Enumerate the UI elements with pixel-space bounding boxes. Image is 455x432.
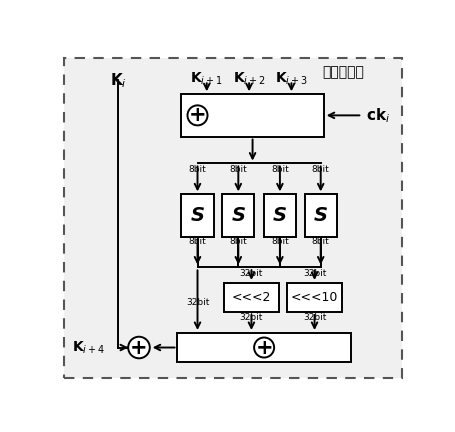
Circle shape: [253, 337, 273, 358]
Text: +: +: [188, 105, 206, 125]
Text: S: S: [313, 206, 327, 225]
Text: 8bit: 8bit: [229, 238, 247, 246]
Bar: [223, 283, 278, 312]
Text: 8bit: 8bit: [188, 165, 206, 174]
Bar: [177, 333, 350, 362]
Bar: [181, 94, 323, 137]
Text: S: S: [272, 206, 286, 225]
Bar: [222, 194, 254, 237]
Text: S: S: [231, 206, 245, 225]
Circle shape: [128, 337, 149, 358]
Text: 32bit: 32bit: [302, 269, 325, 278]
Bar: [181, 194, 213, 237]
Text: +: +: [130, 337, 147, 358]
Text: 8bit: 8bit: [229, 165, 247, 174]
Text: <<<2: <<<2: [231, 291, 271, 304]
Text: <<<10: <<<10: [290, 291, 338, 304]
Text: 32bit: 32bit: [186, 298, 209, 307]
Bar: [263, 194, 295, 237]
Text: 8bit: 8bit: [270, 165, 288, 174]
Bar: [304, 194, 336, 237]
Text: $\mathbf{ck}_i$: $\mathbf{ck}_i$: [365, 106, 389, 125]
Text: $\mathbf{K}_{i+4}$: $\mathbf{K}_{i+4}$: [72, 339, 105, 356]
Text: 8bit: 8bit: [188, 238, 206, 246]
Text: S: S: [190, 206, 204, 225]
Bar: [286, 283, 342, 312]
Text: $\mathbf{K}_{i+2}$: $\mathbf{K}_{i+2}$: [232, 71, 265, 88]
Text: $\mathbf{K}_i$: $\mathbf{K}_i$: [110, 71, 126, 90]
Text: 8bit: 8bit: [270, 238, 288, 246]
Text: 32bit: 32bit: [302, 313, 325, 322]
Text: 轮密鑰扩展: 轮密鑰扩展: [321, 66, 363, 79]
Text: 8bit: 8bit: [311, 238, 329, 246]
Circle shape: [187, 105, 207, 125]
Text: +: +: [255, 337, 273, 358]
Text: $\mathbf{K}_{i+3}$: $\mathbf{K}_{i+3}$: [274, 71, 307, 88]
Text: $\mathbf{K}_{i+1}$: $\mathbf{K}_{i+1}$: [190, 71, 222, 88]
Text: 32bit: 32bit: [239, 269, 263, 278]
Text: 8bit: 8bit: [311, 165, 329, 174]
Text: 32bit: 32bit: [239, 313, 263, 322]
